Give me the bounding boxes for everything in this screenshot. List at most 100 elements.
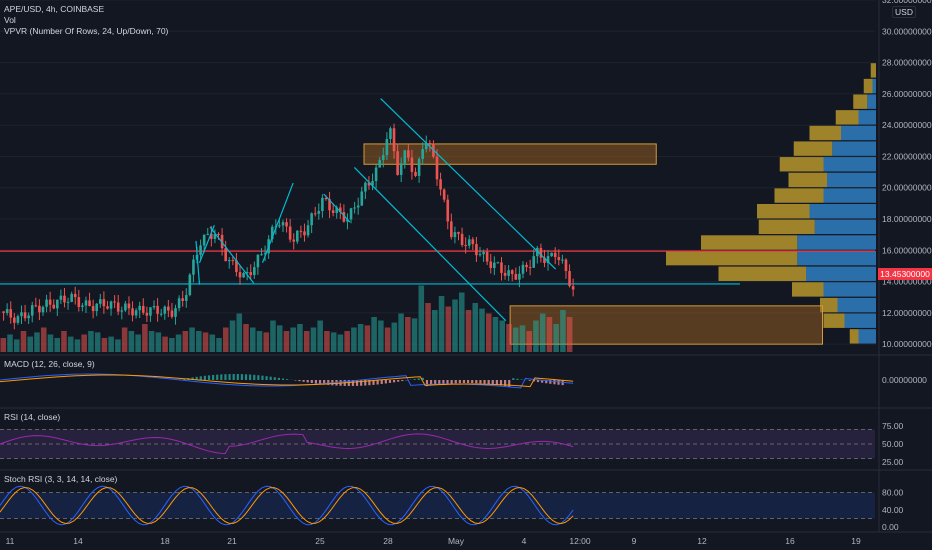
macd-histogram-bar [380, 380, 383, 384]
candle-body [256, 254, 260, 268]
candle-body [238, 272, 242, 278]
macd-histogram-bar [261, 375, 264, 380]
volume-legend[interactable]: Vol [4, 15, 16, 25]
volume-bar [560, 310, 566, 352]
candle-body [564, 259, 568, 272]
volume-bar [492, 317, 499, 352]
candle-body [442, 189, 446, 200]
candle-body [163, 306, 167, 314]
candle-body [414, 171, 417, 176]
candle-body [518, 273, 521, 280]
volume-bar [263, 332, 270, 352]
candle-body [378, 159, 381, 168]
candle-body [306, 225, 310, 236]
candle-body [342, 212, 346, 222]
macd-histogram-bar [541, 380, 544, 383]
macd-histogram-bar [323, 380, 326, 385]
candle-body [510, 270, 514, 275]
volume-bar [182, 331, 189, 352]
volume-bar [310, 327, 317, 352]
macd-histogram-bar [384, 380, 387, 384]
candle-body [546, 256, 550, 264]
macd-histogram-bar [195, 376, 198, 380]
candle-body [217, 233, 220, 235]
candle-body [464, 245, 467, 247]
macd-histogram-bar [240, 374, 243, 380]
rsi-tick: 75.00 [882, 421, 904, 431]
candle-body [543, 257, 546, 264]
rsi-legend[interactable]: RSI (14, close) [4, 412, 61, 422]
trendline-lower [353, 166, 507, 322]
candle-body [489, 261, 493, 268]
macd-histogram-bar [429, 380, 433, 386]
currency-badge[interactable]: USD [892, 6, 916, 18]
candle-body [5, 309, 9, 313]
vp-row-down [809, 125, 841, 141]
volume-bar [432, 310, 438, 352]
volume-bar [209, 334, 216, 352]
volume-bar [40, 327, 47, 352]
candle-body [389, 128, 392, 139]
macd-histogram-bar [516, 378, 519, 380]
candle-body [253, 267, 256, 276]
candle-body [450, 221, 453, 238]
vp-row-down [835, 110, 859, 125]
trendline-upper [380, 98, 557, 270]
volume-bar [371, 317, 377, 352]
volume-bar [438, 296, 445, 352]
stoch-rsi-legend[interactable]: Stoch RSI (3, 3, 14, 14, close) [4, 474, 118, 484]
candle-body [514, 274, 518, 280]
macd-histogram-bar [520, 379, 523, 380]
stoch-tick: 40.00 [882, 505, 904, 515]
candle-body [124, 303, 127, 311]
rsi-tick: 25.00 [882, 457, 904, 467]
candle-body [317, 211, 321, 214]
candle-body [313, 213, 317, 215]
candle-body [360, 191, 364, 206]
macd-tick: 0.00000000 [882, 375, 927, 385]
candle-body [424, 142, 428, 150]
candle-body [91, 306, 95, 312]
macd-histogram-bar [244, 374, 248, 380]
volume-bar [566, 317, 573, 352]
macd-histogram-bar [212, 374, 215, 380]
candle-body [321, 197, 324, 212]
macd-histogram-bar [475, 380, 478, 384]
candle-body [532, 256, 536, 268]
candle-body [27, 315, 30, 319]
candle-body [152, 305, 156, 308]
candle-body [525, 264, 528, 268]
vpvr-legend[interactable]: VPVR (Number Of Rows, 24, Up/Down, 70) [4, 26, 169, 36]
candle-body [288, 226, 292, 240]
candle-body [371, 181, 374, 186]
time-tick: 18 [160, 536, 170, 546]
macd-histogram-bar [277, 377, 281, 380]
macd-histogram-bar [508, 380, 511, 387]
volume-bar [357, 324, 364, 352]
candle-body [224, 248, 227, 262]
candle-body [467, 239, 471, 246]
vp-row-up [797, 235, 876, 250]
macd-legend[interactable]: MACD (12, 26, close, 9) [4, 359, 95, 369]
time-tick: 25 [315, 536, 325, 546]
candle-body [328, 199, 331, 211]
vp-row-down [853, 94, 868, 109]
macd-histogram-bar [302, 380, 305, 382]
volume-bar [243, 324, 249, 352]
candle-body [131, 308, 134, 316]
candle-body [138, 305, 141, 311]
volume-bar [324, 331, 330, 352]
volume-bar [121, 327, 128, 352]
candle-body [335, 207, 339, 213]
rsi-line [0, 433, 574, 455]
volume-bar [135, 334, 141, 352]
candle-body [16, 316, 20, 323]
rsi-tick: 50.00 [882, 439, 904, 449]
vp-row-down [666, 250, 798, 266]
candle-body [199, 245, 202, 255]
symbol-title[interactable]: APE/USD, 4h, COINBASE [4, 4, 105, 14]
candle-body [550, 252, 553, 257]
volume-bar [506, 324, 512, 352]
volume-bar [519, 325, 526, 352]
